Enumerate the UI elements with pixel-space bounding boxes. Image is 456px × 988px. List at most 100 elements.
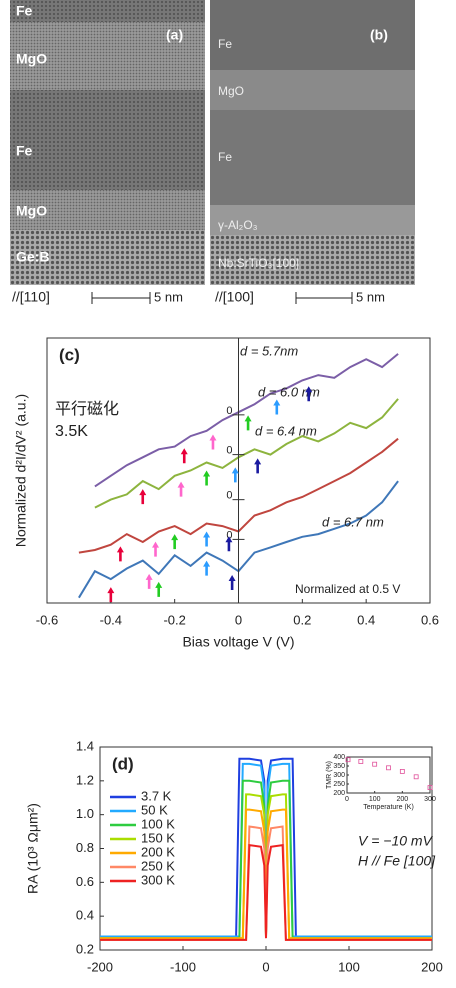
peak-arrow	[244, 415, 252, 431]
legend-label: 100 K	[141, 816, 175, 831]
peak-arrow	[273, 399, 281, 415]
tem-image-a: Fe MgO Fe MgO Ge:B (a)	[10, 0, 205, 285]
legend-label: 150 K	[141, 830, 175, 845]
layer-label: MgO	[16, 203, 47, 219]
panel-label: (a)	[166, 27, 183, 43]
peak-arrow	[155, 581, 163, 597]
legend-label: 3.7 K	[141, 788, 172, 803]
peak-arrow	[209, 434, 217, 450]
series-line	[94, 353, 399, 488]
x-tick-label: -0.4	[100, 612, 122, 627]
x-tick-label: 0.2	[293, 612, 311, 627]
x-tick-label: 0	[262, 959, 269, 974]
x-tick-label: -0.6	[36, 612, 58, 627]
x-tick-label: 100	[369, 796, 381, 803]
scale-bars: //[110] 5 nm //[100] 5 nm	[12, 289, 385, 305]
x-tick-label: -0.2	[163, 612, 185, 627]
legend-label: 200 K	[141, 844, 175, 859]
legend-label: 50 K	[141, 802, 168, 817]
y-tick-label: 350	[333, 763, 345, 770]
layer-label: Fe	[218, 37, 232, 51]
scale-label: 5 nm	[356, 289, 385, 304]
layer-label: MgO	[218, 84, 244, 98]
point	[386, 765, 391, 771]
legend-label: 250 K	[141, 858, 175, 873]
x-tick-label: 0.4	[357, 612, 375, 627]
series-label: d = 6.7 nm	[322, 514, 384, 529]
layer-label: Fe	[16, 143, 33, 159]
peak-arrow	[177, 481, 185, 497]
point	[358, 759, 364, 764]
annotation: H // Fe [100]	[358, 853, 436, 869]
y-tick-label: 0.8	[76, 840, 94, 855]
y-tick-label: 1.0	[76, 806, 94, 821]
y-tick-label: 1.2	[76, 772, 94, 787]
series-line	[94, 398, 399, 509]
panel-label: (d)	[112, 754, 134, 773]
panel-label: (b)	[370, 27, 388, 43]
y-tick-label: 0.6	[76, 874, 94, 889]
peak-arrow	[180, 448, 188, 464]
point	[345, 757, 351, 763]
zero-label: 0	[226, 405, 232, 417]
x-tick-label: 100	[338, 959, 360, 974]
layer-label: Nb:SrTiO₃[100]	[218, 256, 299, 270]
direction-label: //[110]	[12, 289, 50, 305]
x-tick-label: 0	[235, 612, 242, 627]
series-line	[100, 843, 432, 941]
layer-label: MgO	[16, 51, 47, 67]
y-axis-label: Normalized d²I/dV² (a.u.)	[13, 394, 29, 547]
peak-arrow	[231, 467, 239, 483]
y-tick-label: 300	[333, 772, 345, 779]
layer-label: Ge:B	[16, 249, 49, 265]
y-tick-label: 400	[333, 754, 345, 761]
point	[413, 774, 419, 780]
peak-arrow	[203, 470, 211, 486]
peak-arrow	[203, 560, 211, 576]
zero-label: 0	[226, 445, 232, 457]
peak-arrow	[116, 546, 124, 562]
x-axis-label: Bias voltage V (V)	[182, 634, 294, 650]
annotation: V = −10 mV	[358, 833, 434, 849]
y-tick-label: 0.4	[76, 908, 94, 923]
x-tick-label: -200	[87, 959, 113, 974]
x-tick-label: -100	[170, 959, 196, 974]
series-label: d = 6.0 nm	[258, 384, 320, 399]
series-label: d = 6.4 nm	[255, 423, 317, 438]
x-tick-label: 300	[424, 796, 436, 803]
annotation: Normalized at 0.5 V	[295, 582, 400, 596]
layer-label: γ-Al₂O₃	[218, 218, 258, 232]
annotation: 3.5K	[55, 423, 88, 440]
y-axis-label: TMR (%)	[326, 761, 333, 789]
peak-arrow	[152, 541, 160, 557]
panel-label: (c)	[59, 345, 80, 364]
annotation: 平行磁化	[55, 400, 119, 418]
layer-label: Fe	[218, 150, 232, 164]
y-tick-label: 200	[333, 790, 345, 797]
tem-image-b: Fe MgO Fe γ-Al₂O₃ Nb:SrTiO₃[100] (b)	[210, 0, 415, 285]
zero-label: 0	[226, 529, 232, 541]
y-axis-label: RA (10³ Ωμm²)	[25, 803, 41, 894]
peak-arrow	[254, 458, 262, 474]
x-axis-label: Temperature (K)	[363, 804, 414, 811]
peak-arrow	[305, 386, 313, 402]
layer-label: Fe	[16, 3, 33, 19]
point	[372, 761, 378, 767]
point	[399, 769, 405, 774]
peak-arrow	[225, 536, 233, 552]
scale-label: 5 nm	[154, 289, 183, 304]
x-tick-label: 200	[396, 796, 408, 803]
peak-arrow	[107, 587, 115, 603]
y-tick-label: 250	[333, 781, 345, 788]
x-tick-label: 200	[421, 959, 443, 974]
peak-arrow	[145, 573, 153, 589]
legend-label: 300 K	[141, 872, 175, 887]
peak-arrow	[203, 531, 211, 547]
direction-label: //[100]	[215, 289, 254, 305]
peak-arrow	[139, 489, 147, 505]
peak-arrow	[171, 534, 179, 550]
y-tick-label: 0.2	[76, 941, 94, 956]
series-label: d = 5.7nm	[240, 343, 298, 358]
